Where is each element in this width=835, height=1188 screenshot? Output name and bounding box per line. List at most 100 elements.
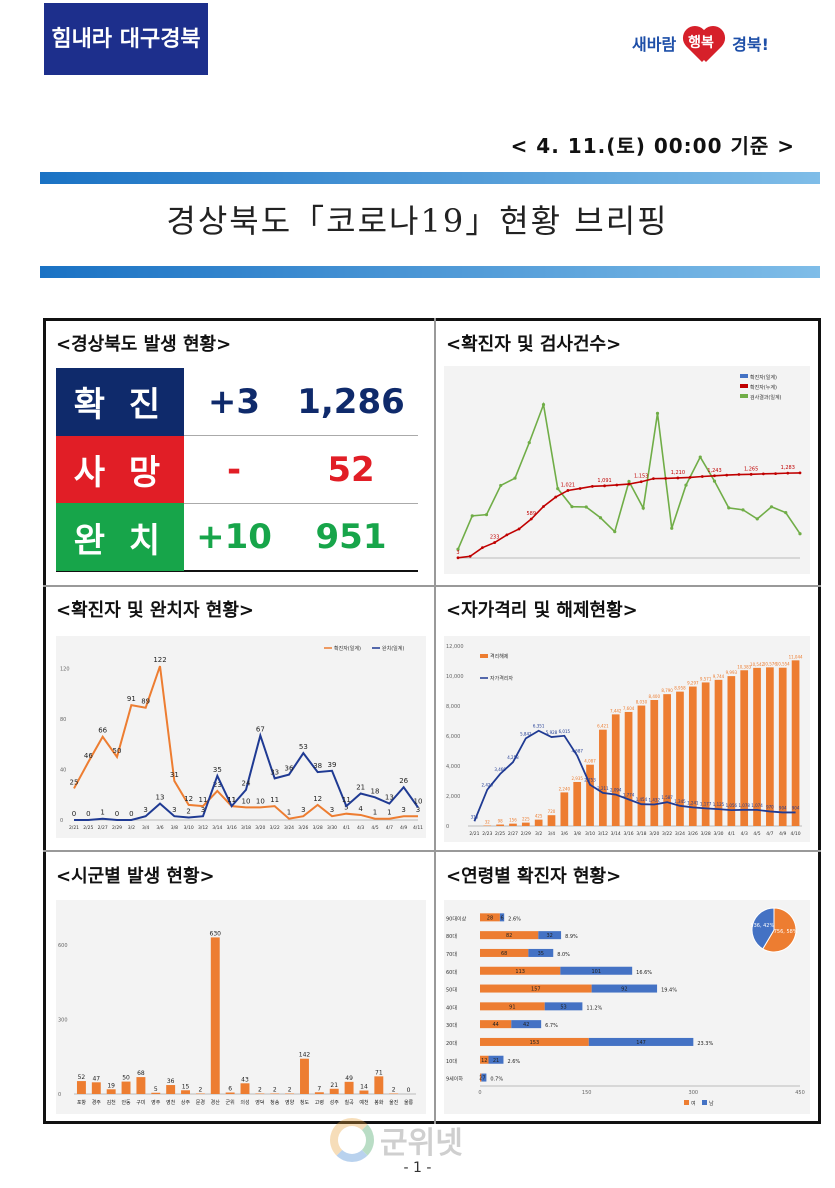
chart-recovered-xtick: 3/4 bbox=[142, 825, 149, 831]
chart-age-label-male: 21 bbox=[493, 1058, 499, 1064]
chart-city-bar-label: 52 bbox=[78, 1074, 86, 1081]
chart-recovered-xtick: 3/14 bbox=[212, 825, 222, 831]
chart-recovered-xtick: 4/3 bbox=[357, 825, 364, 831]
chart-quarantine-bar-label: 6,421 bbox=[597, 724, 609, 729]
chart-city-bar bbox=[314, 1092, 324, 1094]
chart-quarantine-bar bbox=[637, 705, 646, 826]
chart-tests-label-cumulative: 1,210 bbox=[671, 470, 685, 476]
chart-quarantine-xtick: 3/28 bbox=[701, 831, 711, 837]
chart-city-bar bbox=[240, 1083, 250, 1094]
chart-tests-point-cumulative bbox=[664, 477, 668, 480]
chart-tests-point-cumulative bbox=[774, 472, 777, 475]
chart-tests-label-cumulative: 1,091 bbox=[597, 478, 611, 484]
chart-age-category: 20대 bbox=[446, 1040, 457, 1047]
chart-tests-legend-swatch bbox=[740, 374, 748, 378]
chart-tests-point-tests bbox=[798, 532, 802, 536]
chart-recovered-data-label: 36 bbox=[285, 765, 294, 773]
chart-recovered-data-label: 13 bbox=[385, 794, 394, 802]
chart-age-percent: 6.7% bbox=[545, 1023, 558, 1029]
chart-tests-point-cumulative bbox=[639, 480, 643, 484]
chart-age-pie-label: 536, 42% bbox=[750, 923, 774, 929]
chart-recovered-data-label: 91 bbox=[127, 695, 136, 703]
chart-city-bar-label: 6 bbox=[228, 1086, 232, 1093]
chart-city-bar-label: 50 bbox=[122, 1075, 130, 1082]
chart-tests-point-cumulative bbox=[725, 473, 729, 477]
chart-quarantine-ytick: 6,000 bbox=[446, 734, 460, 740]
report-date: < 4. 11.(토) 00:00 기준 > bbox=[510, 134, 795, 158]
chart-quarantine-bar bbox=[650, 700, 659, 826]
chart-age-label-female: 113 bbox=[515, 969, 525, 975]
chart-recovered-xtick: 4/9 bbox=[400, 825, 407, 831]
chart-quarantine-bar-label: 11,044 bbox=[789, 654, 803, 659]
chart-city-xtick: 고령 bbox=[315, 1099, 324, 1106]
chart-age-percent: 2.6% bbox=[507, 1059, 520, 1065]
chart-tests-legend-label: 확진자(누계) bbox=[750, 384, 777, 391]
chart-tests-point-cumulative bbox=[590, 484, 594, 488]
chart-tests-point-cumulative bbox=[493, 541, 497, 544]
stat-delta-confirmed: +3 bbox=[207, 381, 261, 422]
chart-quarantine-bar bbox=[534, 819, 543, 826]
chart-recovered-xtick: 3/6 bbox=[156, 825, 163, 831]
chart-city-bar bbox=[181, 1090, 190, 1094]
chart-age-pie-label: 756, 58% bbox=[774, 929, 798, 935]
chart-recovered-legend-label: 완치(일계) bbox=[382, 645, 404, 652]
briefing-frame bbox=[43, 318, 821, 1124]
logo-right-post: 경북! bbox=[732, 35, 769, 54]
chart-recovered-data-label: 18 bbox=[371, 787, 380, 795]
chart-quarantine-bar-label: 8,400 bbox=[649, 694, 661, 699]
chart-recovered-data-label: 4 bbox=[358, 805, 363, 813]
chart-quarantine-bar-label: 8,958 bbox=[674, 686, 686, 691]
chart-recovered-xtick: 3/28 bbox=[313, 825, 323, 831]
stat-delta-death: - bbox=[226, 449, 242, 490]
chart-age-category: 80대 bbox=[446, 933, 457, 940]
chart-city-xtick: 포항 bbox=[77, 1099, 87, 1106]
page-number: - 1 - bbox=[403, 1160, 432, 1176]
chart-city-bar-label: 2 bbox=[258, 1087, 262, 1094]
chart-age-xtick: 150 bbox=[582, 1090, 592, 1096]
chart-quarantine-xtick: 3/22 bbox=[662, 831, 672, 837]
chart-city-bar-label: 68 bbox=[137, 1070, 145, 1077]
chart-age-label-female: 68 bbox=[501, 951, 507, 957]
chart-quarantine-bar bbox=[599, 729, 607, 826]
chart-tests-point-tests bbox=[627, 479, 631, 484]
chart-city-xtick: 봉화 bbox=[374, 1100, 384, 1106]
chart-recovered-data-label: 11 bbox=[270, 796, 279, 804]
chart-age-xtick: 0 bbox=[478, 1090, 481, 1096]
chart-recovered-data-label: 24 bbox=[242, 780, 251, 788]
chart-city-xtick: 상주 bbox=[181, 1099, 191, 1106]
chart-age-label-male: 101 bbox=[591, 969, 601, 975]
chart-quarantine-xtick: 3/26 bbox=[688, 831, 698, 837]
chart-quarantine-xtick: 2/23 bbox=[482, 831, 492, 837]
watermark-logo-icon bbox=[330, 1118, 374, 1162]
chart-quarantine-xtick: 4/7 bbox=[766, 831, 773, 837]
chart-recovered-data-label: 21 bbox=[356, 784, 365, 792]
chart-age-bar-male bbox=[560, 966, 633, 975]
chart-age-bar-female bbox=[480, 1073, 482, 1082]
chart-quarantine-bar-label: 32 bbox=[485, 820, 491, 825]
chart-quarantine-line-label: 1,177 bbox=[700, 801, 712, 806]
chart-city-bar bbox=[166, 1085, 176, 1094]
chart-recovered-data-label: 1 bbox=[387, 809, 391, 817]
chart-city-bar-label: 49 bbox=[345, 1075, 353, 1082]
chart-quarantine-xtick: 3/14 bbox=[611, 831, 621, 837]
chart-recovered-xtick: 2/27 bbox=[98, 825, 108, 831]
chart-tests-point-tests bbox=[741, 508, 745, 512]
chart-tests-point-cumulative bbox=[578, 487, 582, 490]
chart-recovered-data-label: 5 bbox=[344, 804, 348, 812]
chart-age-percent: 2.6% bbox=[508, 916, 521, 922]
chart-age-label-female: 44 bbox=[492, 1022, 498, 1028]
chart-city-ytick: 0 bbox=[58, 1092, 61, 1098]
stat-value-confirmed: 1,286 bbox=[297, 381, 405, 422]
chart-city-xtick: 예천 bbox=[359, 1099, 369, 1106]
chart-age-label-male: 53 bbox=[560, 1004, 566, 1010]
chart-recovered-data-label: 11 bbox=[227, 796, 236, 804]
chart-tests-point-cumulative bbox=[737, 473, 741, 476]
chart-tests-legend-swatch bbox=[740, 384, 748, 388]
chart-tests-series-tests bbox=[457, 401, 801, 550]
chart-tests-point-cumulative bbox=[529, 517, 533, 521]
frame-horizontal-divider-2 bbox=[43, 850, 821, 852]
chart-city-bar bbox=[300, 1058, 309, 1094]
chart-age-bar-female bbox=[480, 966, 561, 975]
chart-city-bar bbox=[106, 1089, 116, 1094]
chart-recovered-data-label: 10 bbox=[414, 797, 423, 805]
